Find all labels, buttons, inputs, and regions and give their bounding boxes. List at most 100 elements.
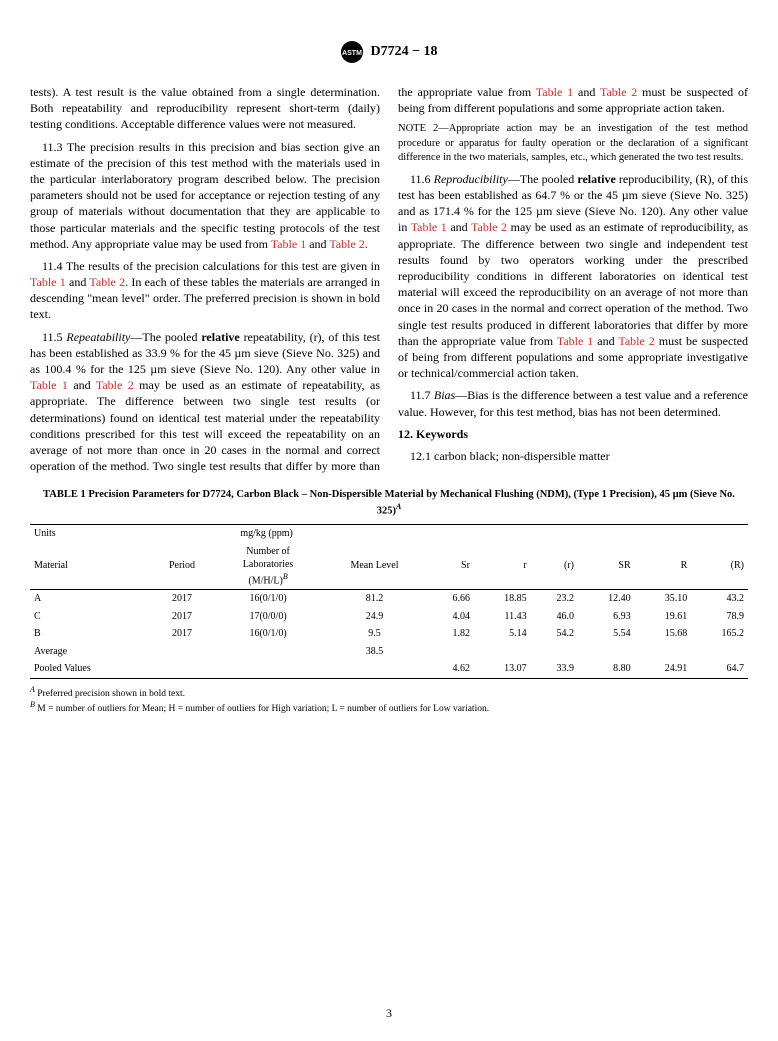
- table-cell: 15.68: [635, 625, 692, 643]
- col-head: Material: [30, 543, 150, 590]
- table-cell: 6.93: [578, 608, 635, 626]
- astm-logo-icon: ASTM: [340, 40, 364, 64]
- footnote: B M = number of outliers for Mean; H = n…: [30, 700, 748, 716]
- table-row: B201716(0/1/0)9.51.825.1454.25.5415.6816…: [30, 625, 748, 643]
- table-cell: 2017: [150, 608, 213, 626]
- table-row: A201716(0/1/0)81.26.6618.8523.212.4035.1…: [30, 590, 748, 608]
- table-cell: [578, 643, 635, 661]
- table-cell: [214, 643, 323, 661]
- table-1-block: TABLE 1 Precision Parameters for D7724, …: [30, 488, 748, 716]
- table-cell: [427, 643, 474, 661]
- table-cell: 24.91: [635, 660, 692, 678]
- table-cell: 16(0/1/0): [214, 590, 323, 608]
- table-cell: [691, 643, 748, 661]
- table-cell: 64.7: [691, 660, 748, 678]
- units-label: Units: [30, 525, 150, 543]
- table-cell: [531, 643, 578, 661]
- table-cell: 13.07: [474, 660, 531, 678]
- table-2-ref[interactable]: Table 2: [471, 220, 507, 234]
- table-cell: [214, 660, 323, 678]
- para-11-2-cont: tests). A test result is the value obtai…: [30, 84, 380, 133]
- table-cell: 1.82: [427, 625, 474, 643]
- table-cell: 12.40: [578, 590, 635, 608]
- table-cell: 4.04: [427, 608, 474, 626]
- table-cell: 4.62: [427, 660, 474, 678]
- table-2-ref[interactable]: Table 2: [329, 237, 364, 251]
- table-1-ref[interactable]: Table 1: [557, 334, 593, 348]
- table-cell: [150, 660, 213, 678]
- table-cell: 9.5: [322, 625, 426, 643]
- table-1-ref[interactable]: Table 1: [411, 220, 447, 234]
- page-header: ASTM D7724 − 18: [30, 40, 748, 64]
- units-value: mg/kg (ppm): [150, 525, 748, 543]
- col-head: Sr: [427, 543, 474, 590]
- table-cell: 5.14: [474, 625, 531, 643]
- col-head: (R): [691, 543, 748, 590]
- table-cell: 18.85: [474, 590, 531, 608]
- table-cell: 11.43: [474, 608, 531, 626]
- designation-text: D7724 − 18: [370, 44, 437, 59]
- col-head: (r): [531, 543, 578, 590]
- col-head: R: [635, 543, 692, 590]
- table-2-ref[interactable]: Table 2: [618, 334, 654, 348]
- note-2: NOTE 2—Appropriate action may be an inve…: [398, 122, 748, 165]
- table-cell: [474, 643, 531, 661]
- table-1-body: A201716(0/1/0)81.26.6618.8523.212.4035.1…: [30, 590, 748, 679]
- table-1-head: Unitsmg/kg (ppm)MaterialPeriodNumber ofL…: [30, 525, 748, 590]
- col-head: Mean Level: [322, 543, 426, 590]
- table-cell: [635, 643, 692, 661]
- para-11-7: 11.7 Bias—Bias is the difference between…: [398, 387, 748, 419]
- table-1-ref[interactable]: Table 1: [30, 378, 68, 392]
- table-cell: 38.5: [322, 643, 426, 661]
- table-2-ref[interactable]: Table 2: [96, 378, 134, 392]
- table-2-ref[interactable]: Table 2: [89, 275, 125, 289]
- table-cell: [322, 660, 426, 678]
- table-cell: 165.2: [691, 625, 748, 643]
- table-row: Pooled Values 4.6213.0733.98.8024.9164.7: [30, 660, 748, 678]
- table-cell: 8.80: [578, 660, 635, 678]
- table-cell: 43.2: [691, 590, 748, 608]
- body-columns: tests). A test result is the value obtai…: [30, 84, 748, 474]
- table-cell: 19.61: [635, 608, 692, 626]
- table-cell: 46.0: [531, 608, 578, 626]
- table-cell: 81.2: [322, 590, 426, 608]
- table-cell: 33.9: [531, 660, 578, 678]
- table-cell: 6.66: [427, 590, 474, 608]
- table-cell: 35.10: [635, 590, 692, 608]
- col-head: r: [474, 543, 531, 590]
- page-number: 3: [0, 1005, 778, 1021]
- table-cell: 2017: [150, 625, 213, 643]
- table-1-ref[interactable]: Table 1: [271, 237, 306, 251]
- table-cell: 23.2: [531, 590, 578, 608]
- para-11-4: 11.4 The results of the precision calcul…: [30, 258, 380, 323]
- para-11-6: 11.6 Reproducibility—The pooled relative…: [398, 171, 748, 381]
- table-cell: 78.9: [691, 608, 748, 626]
- para-11-3: 11.3 The precision results in this preci…: [30, 139, 380, 252]
- table-1: Unitsmg/kg (ppm)MaterialPeriodNumber ofL…: [30, 524, 748, 679]
- table-cell: 54.2: [531, 625, 578, 643]
- table-cell: A: [30, 590, 150, 608]
- table-cell: 2017: [150, 590, 213, 608]
- table-cell: B: [30, 625, 150, 643]
- table-row: C201717(0/0/0)24.94.0411.4346.06.9319.61…: [30, 608, 748, 626]
- table-row: Average 38.5: [30, 643, 748, 661]
- section-12-head: 12. Keywords: [398, 426, 748, 442]
- table-cell: 16(0/1/0): [214, 625, 323, 643]
- table-cell: 5.54: [578, 625, 635, 643]
- footnote: A Preferred precision shown in bold text…: [30, 685, 748, 701]
- table-1-ref[interactable]: Table 1: [30, 275, 66, 289]
- table-cell: 24.9: [322, 608, 426, 626]
- table-1-ref[interactable]: Table 1: [536, 85, 573, 99]
- table-1-title: TABLE 1 Precision Parameters for D7724, …: [30, 488, 748, 518]
- col-head: SR: [578, 543, 635, 590]
- col-head: Period: [150, 543, 213, 590]
- table-2-ref[interactable]: Table 2: [600, 85, 637, 99]
- table-1-footnotes: A Preferred precision shown in bold text…: [30, 685, 748, 716]
- table-cell: Average: [30, 643, 150, 661]
- table-cell: 17(0/0/0): [214, 608, 323, 626]
- col-head: Number ofLaboratories(M/H/L)B: [214, 543, 323, 590]
- para-12-1: 12.1 carbon black; non-dispersible matte…: [398, 448, 748, 464]
- table-cell: [150, 643, 213, 661]
- table-cell: Pooled Values: [30, 660, 150, 678]
- table-cell: C: [30, 608, 150, 626]
